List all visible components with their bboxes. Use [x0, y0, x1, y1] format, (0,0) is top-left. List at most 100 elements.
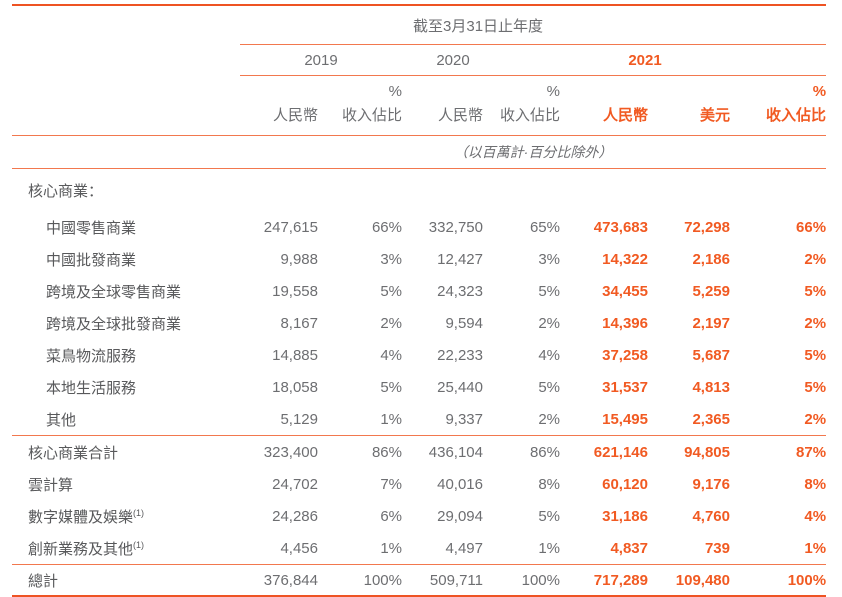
- col-top-label: %: [388, 83, 402, 100]
- col-top-label: [240, 80, 318, 104]
- row-label: 數字媒體及娛樂(1): [12, 500, 240, 532]
- value-cell: 4%: [380, 346, 402, 364]
- header-spacer: [12, 135, 240, 169]
- value-cell: 2%: [380, 314, 402, 332]
- value-cell: 2%: [483, 403, 560, 436]
- value-cell: 25,440: [437, 378, 483, 396]
- row-label: 創新業務及其他(1): [12, 532, 240, 565]
- table-row: 跨境及全球零售商業 19,558 5% 24,323 5% 34,455 5,259 5%: [12, 275, 826, 307]
- value-cell: 332,750: [428, 218, 483, 236]
- value-cell: 8%: [538, 475, 560, 493]
- value-cell: 24,702: [272, 475, 318, 493]
- col-2020-rmb: 人民幣: [402, 75, 483, 136]
- value-cell: 24,286: [272, 507, 318, 525]
- value-cell: 5%: [804, 282, 827, 300]
- year-2021: 2021: [560, 44, 730, 76]
- value-cell: 7%: [380, 475, 402, 493]
- row-label: 中國批發商業: [12, 243, 240, 275]
- value-cell: 100%: [730, 564, 827, 597]
- table-row: 菜鳥物流服務 14,885 4% 22,233 4% 37,258 5,687 5%: [12, 339, 826, 371]
- table-row: 數字媒體及娛樂(1) 24,286 6% 29,094 5% 31,186 4,760 4%: [12, 500, 826, 532]
- value-cell: 8,167: [280, 314, 318, 332]
- value-cell: 66%: [796, 218, 827, 236]
- value-cell: 14,396: [602, 314, 648, 332]
- value-cell: 9,337: [402, 403, 483, 436]
- value-cell: 4,456: [240, 532, 318, 565]
- col-top-label: [560, 80, 648, 104]
- column-headers-row: 人民幣 % 收入佔比 人民幣 % 收入佔比 人民幣 美元: [12, 75, 827, 136]
- period-title: 截至3月31日止年度: [240, 5, 827, 45]
- table-body: 核心商業： 中國零售商業 247,615 66% 332,750 65% 473,683 72…: [12, 169, 827, 597]
- row-label-text: 其他: [46, 411, 77, 429]
- col-2021-usd: 美元: [648, 75, 730, 136]
- value-cell: 1%: [730, 532, 827, 565]
- value-cell: 4,760: [692, 507, 730, 525]
- value-cell: 19,558: [272, 282, 318, 300]
- col-bottom-label: 人民幣: [602, 107, 648, 124]
- col-2019-pct: % 收入佔比: [318, 75, 402, 136]
- row-label-text: 中國零售商業: [46, 219, 137, 237]
- row-label: 菜鳥物流服務: [12, 339, 240, 371]
- value-cell: 2,186: [692, 250, 730, 268]
- value-cell: 31,186: [602, 507, 648, 525]
- value-cell: 5,687: [692, 346, 730, 364]
- row-label-text: 菜鳥物流服務: [46, 347, 137, 365]
- value-cell: 109,480: [648, 564, 730, 597]
- value-cell: 3%: [538, 250, 560, 268]
- value-cell: 100%: [483, 564, 560, 597]
- col-top-label: %: [812, 83, 827, 100]
- value-cell: 14,322: [602, 250, 648, 268]
- unit-note: （以百萬計·百分比除外）: [240, 135, 827, 169]
- value-cell: 2%: [730, 403, 827, 436]
- years-row: 2019 2020 2021: [12, 44, 827, 76]
- value-cell: 2%: [538, 314, 560, 332]
- value-cell: 4%: [538, 346, 560, 364]
- value-cell: 29,094: [437, 507, 483, 525]
- value-cell: 9,176: [692, 475, 730, 493]
- col-bottom-label: 人民幣: [437, 107, 483, 124]
- row-label-text: 核心商業合計: [28, 444, 119, 462]
- value-cell: 509,711: [402, 564, 483, 597]
- row-label-text: 創新業務及其他: [28, 540, 134, 558]
- value-cell: 621,146: [593, 443, 648, 461]
- table-row: 創新業務及其他(1) 4,456 1% 4,497 1% 4,837 739 1%: [12, 532, 827, 565]
- col-top-label: [402, 80, 483, 104]
- footnote-ref: (1): [133, 539, 145, 550]
- value-cell: 323,400: [263, 443, 318, 461]
- value-cell: 5%: [538, 507, 560, 525]
- value-cell: 66%: [371, 218, 402, 236]
- table-row: 中國批發商業 9,988 3% 12,427 3% 14,322 2,186 2%: [12, 243, 826, 275]
- col-bottom-label: 人民幣: [272, 107, 318, 124]
- col-2021-pct: % 收入佔比: [730, 75, 827, 136]
- value-cell: [560, 169, 648, 212]
- row-label-text: 數字媒體及娛樂: [28, 508, 134, 526]
- value-cell: [402, 169, 483, 212]
- year-2021-spacer: [730, 44, 827, 76]
- col-bottom-label: 收入佔比: [499, 107, 560, 124]
- value-cell: 5%: [380, 282, 402, 300]
- value-cell: 5,259: [692, 282, 730, 300]
- row-label: 核心商業合計: [12, 436, 240, 469]
- value-cell: 15,495: [560, 403, 648, 436]
- value-cell: 4,497: [402, 532, 483, 565]
- value-cell: 8%: [804, 475, 827, 493]
- header-spacer: [12, 45, 240, 76]
- row-label: 中國零售商業: [12, 211, 240, 243]
- header-spacer: [12, 5, 240, 45]
- row-label-text: 核心商業：: [28, 182, 104, 200]
- row-label: 總計: [12, 564, 240, 597]
- value-cell: 100%: [318, 564, 402, 597]
- value-cell: [730, 169, 826, 212]
- table-row: 本地生活服務 18,058 5% 25,440 5% 31,537 4,813 5%: [12, 371, 826, 403]
- value-cell: 2%: [804, 314, 827, 332]
- col-2019-rmb: 人民幣: [240, 75, 318, 136]
- value-cell: 4,837: [560, 532, 648, 565]
- value-cell: 5%: [538, 378, 560, 396]
- row-label: 核心商業：: [12, 169, 240, 212]
- value-cell: 34,455: [602, 282, 648, 300]
- value-cell: 1%: [318, 403, 402, 436]
- value-cell: 1%: [318, 532, 402, 565]
- value-cell: 2,197: [692, 314, 730, 332]
- row-label: 其他: [12, 403, 240, 436]
- row-label: 跨境及全球批發商業: [12, 307, 240, 339]
